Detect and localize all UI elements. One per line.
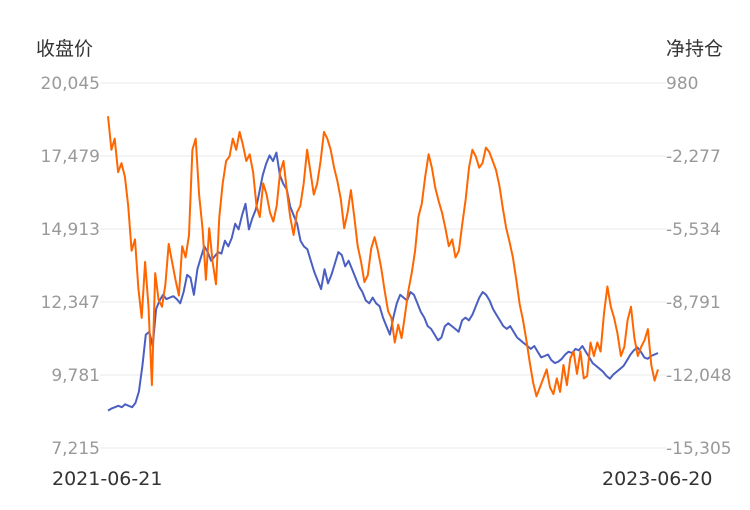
right-axis-title: 净持仓 xyxy=(666,38,724,60)
right-tick-label: -2,277 xyxy=(666,147,721,167)
left-tick-label: 20,045 xyxy=(41,74,100,94)
right-tick-label: -15,305 xyxy=(666,439,732,459)
x-tick-end: 2023-06-20 xyxy=(602,468,713,490)
right-tick-label: -8,791 xyxy=(666,293,721,313)
left-tick-label: 7,215 xyxy=(51,439,100,459)
left-tick-label: 14,913 xyxy=(41,220,100,240)
right-tick-label: -5,534 xyxy=(666,220,721,240)
right-tick-label: 980 xyxy=(666,74,698,94)
left-tick-label: 17,479 xyxy=(41,147,100,167)
net-position-line xyxy=(107,116,659,398)
left-tick-label: 12,347 xyxy=(41,293,100,313)
left-axis-title: 收盘价 xyxy=(36,38,94,60)
right-tick-label: -12,048 xyxy=(666,366,732,386)
close-price-line xyxy=(107,151,659,412)
x-tick-start: 2021-06-21 xyxy=(52,468,163,490)
left-tick-label: 9,781 xyxy=(51,366,100,386)
